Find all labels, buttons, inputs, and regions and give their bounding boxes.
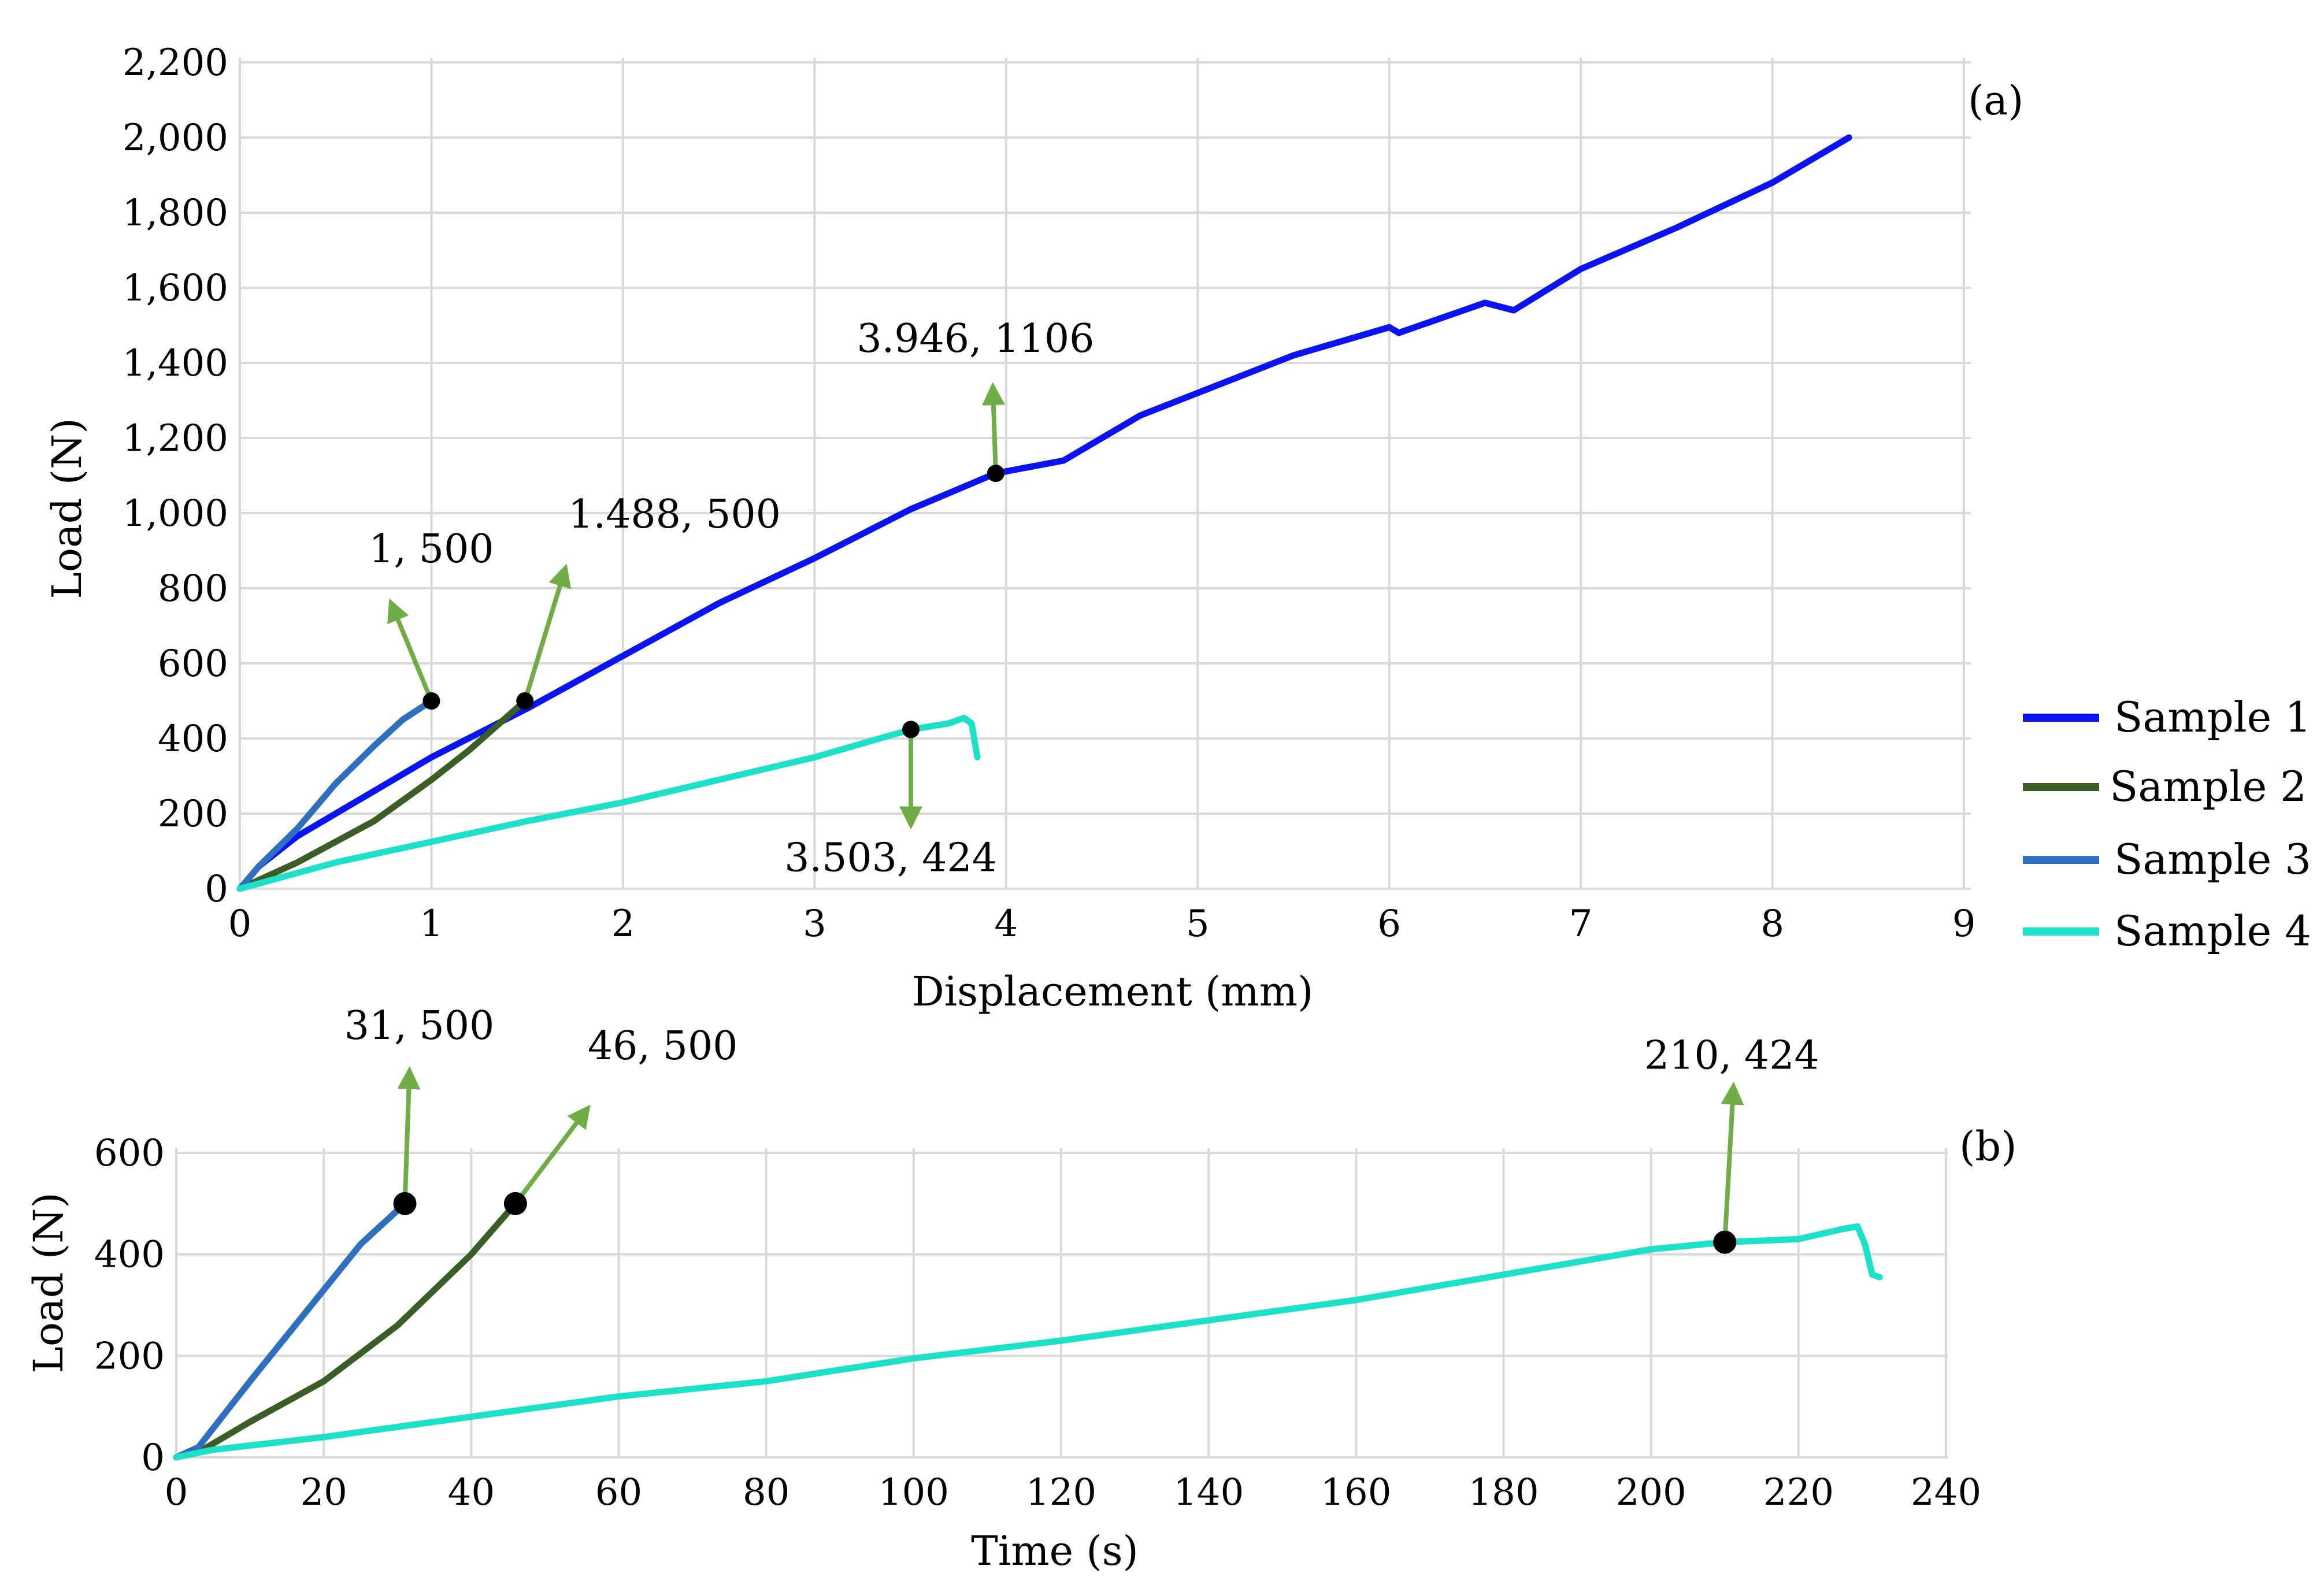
chart-a-x-tick-label: 0 [228, 903, 252, 945]
legend-item-sample-3: Sample 3 [2023, 835, 2311, 884]
legend-label-sample-1: Sample 1 [2114, 693, 2311, 741]
chart-a-point-1-500 [422, 692, 440, 710]
chart-a-annotation-label-1-500: 1, 500 [369, 526, 494, 572]
chart-b-series-sample-3 [173, 1200, 408, 1461]
chart-a-x-tick-label: 1 [420, 903, 443, 945]
chart-a-gridlines [239, 58, 1971, 890]
chart-b-annotation-arrow-210-424 [1721, 1081, 1744, 1242]
chart-b-x-tick-label: 80 [743, 1471, 790, 1514]
chart-a-y-tick-label: 1,600 [123, 267, 228, 310]
chart-b-x-tick-label: 40 [448, 1471, 495, 1514]
chart-b-axes: 0 200 400 600 0 20 40 60 80 100 120 140 160 180 200 220… [94, 1132, 1981, 1514]
chart-b-point-31-500 [393, 1192, 417, 1215]
chart-a-y-tick-label: 1,400 [123, 342, 228, 385]
legend-label-sample-3: Sample 3 [2114, 835, 2311, 884]
chart-b-y-tick-label: 200 [94, 1335, 165, 1378]
chart-a-series-sample-1 [236, 134, 1852, 892]
chart-a-x-tick-label: 3 [803, 903, 826, 945]
chart-a-x-tick-label: 2 [611, 903, 635, 945]
chart-a-y-tick-label: 1,800 [123, 192, 228, 235]
chart-b-x-tick-label: 100 [879, 1471, 949, 1514]
chart-b-annotation-arrow-46-500 [513, 1104, 591, 1205]
chart-a-y-tick-label: 200 [158, 793, 228, 836]
chart-b-annotations: 31, 500 46, 500 210, 424 [344, 1003, 1819, 1254]
chart-b-x-tick-label: 240 [1911, 1471, 1981, 1514]
chart-b-y-tick-label: 400 [94, 1234, 165, 1276]
chart-a-y-tick-label: 1,000 [123, 492, 228, 535]
chart-a-x-tick-label: 9 [1952, 903, 1976, 945]
chart-b-x-tick-label: 180 [1468, 1471, 1539, 1514]
chart-a-y-tick-label: 1,200 [123, 417, 228, 460]
chart-b-point-210-424 [1713, 1230, 1737, 1254]
chart-a-annotations: 1, 500 1.488, 500 3.946, 1106 3.503, 424 [369, 316, 1094, 881]
chart-b-x-tick-label: 140 [1173, 1471, 1244, 1514]
chart-a-y-tick-label: 600 [158, 643, 228, 685]
chart-a-axes: 0 200 400 600 800 1,000 1,200 1,400 1,600 1,800 2,… [123, 42, 1976, 945]
chart-b-series-sample-4 [173, 1223, 1883, 1461]
chart-a-x-tick-label: 8 [1760, 903, 1784, 945]
chart-b-y-axis-title: Load (N) [25, 1192, 72, 1373]
chart-b: 0 200 400 600 0 20 40 60 80 100 120 140 160 180 200 220… [25, 1003, 2017, 1575]
chart-a-point-3-946-1106 [987, 465, 1005, 483]
chart-a-y-tick-label: 2,000 [123, 117, 228, 159]
chart-b-y-tick-label: 600 [94, 1132, 165, 1175]
legend-label-sample-2: Sample 2 [2110, 762, 2307, 811]
chart-a-series-sample-4 [236, 714, 981, 892]
chart-b-x-axis-title: Time (s) [971, 1527, 1139, 1575]
legend: Sample 1 Sample 2 Sample 3 Sample 4 [2023, 693, 2311, 955]
chart-a-panel-label: (a) [1968, 77, 2023, 124]
chart-a-series-sample-3 [236, 697, 435, 892]
chart-a-series [236, 134, 1852, 892]
chart-b-x-tick-label: 0 [165, 1471, 188, 1514]
chart-a-annotation-label-3-503-424: 3.503, 424 [784, 835, 997, 881]
chart-a-annotation-arrow-3-946-1106 [981, 382, 1005, 474]
chart-b-annotation-label-46-500: 46, 500 [588, 1023, 738, 1069]
chart-b-annotation-arrow-31-500 [397, 1066, 421, 1204]
chart-b-series [173, 1200, 1883, 1461]
chart-b-x-tick-label: 220 [1763, 1471, 1834, 1514]
chart-b-point-46-500 [503, 1192, 527, 1215]
chart-a-annotation-label-3-946-1106: 3.946, 1106 [857, 316, 1094, 362]
chart-a-annotation-label-1-488-500: 1.488, 500 [568, 492, 781, 537]
chart-a-annotation-arrow-1-500 [387, 598, 434, 702]
chart-a-x-tick-label: 4 [994, 903, 1018, 945]
chart-a-y-tick-label: 2,200 [123, 42, 228, 84]
chart-a-annotation-arrow-1-488-500 [522, 563, 572, 702]
chart-a-y-axis-title: Load (N) [43, 418, 91, 599]
chart-a-x-tick-label: 6 [1377, 903, 1401, 945]
chart-a-y-tick-label: 0 [205, 868, 228, 911]
chart-b-x-tick-label: 60 [595, 1471, 642, 1514]
chart-b-x-tick-label: 20 [300, 1471, 347, 1514]
chart-a-point-1-488-500 [516, 692, 534, 710]
legend-item-sample-2: Sample 2 [2023, 762, 2307, 811]
chart-a-y-tick-label: 800 [158, 567, 228, 610]
chart-a-point-3-503-424 [902, 721, 920, 739]
chart-b-y-tick-label: 0 [141, 1437, 165, 1479]
chart-a-x-axis-title: Displacement (mm) [912, 968, 1314, 1015]
chart-a-series-sample-2 [236, 697, 528, 892]
chart-b-gridlines [175, 1148, 1948, 1459]
legend-label-sample-4: Sample 4 [2114, 907, 2311, 955]
legend-item-sample-4: Sample 4 [2023, 907, 2311, 955]
chart-b-x-tick-label: 160 [1321, 1471, 1391, 1514]
legend-item-sample-1: Sample 1 [2023, 693, 2311, 741]
chart-a-x-tick-label: 7 [1569, 903, 1593, 945]
chart-b-panel-label: (b) [1959, 1123, 2017, 1170]
chart-b-x-tick-label: 200 [1616, 1471, 1687, 1514]
chart-a: 0 200 400 600 800 1,000 1,200 1,400 1,600 1,800 2,… [43, 42, 2023, 1015]
chart-b-x-tick-label: 120 [1026, 1471, 1096, 1514]
chart-a-y-tick-label: 400 [158, 718, 228, 760]
chart-b-annotation-label-31-500: 31, 500 [344, 1003, 495, 1049]
chart-a-x-tick-label: 5 [1186, 903, 1210, 945]
chart-b-annotation-label-210-424: 210, 424 [1644, 1033, 1819, 1079]
